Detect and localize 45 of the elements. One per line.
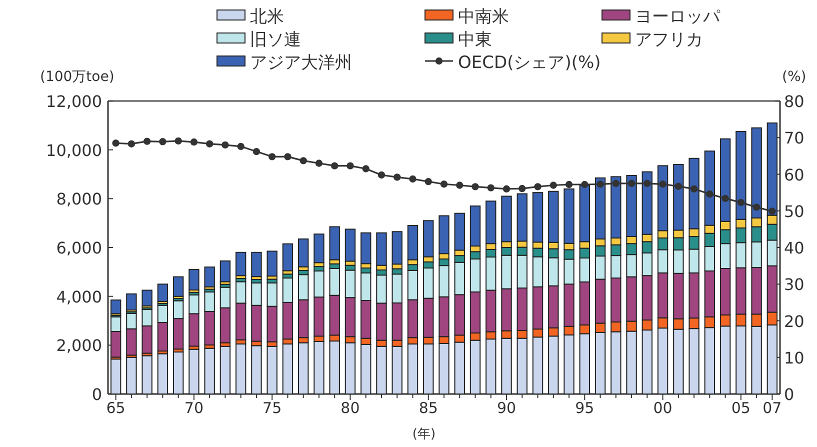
- legend: ヨーロッパ: [602, 7, 720, 27]
- y2-tick-label: 30: [784, 275, 804, 294]
- y-tick-label: 2,000: [56, 336, 102, 356]
- legend-label: OECD(シェア)(%): [458, 53, 601, 73]
- legend-label: アフリカ: [635, 30, 703, 50]
- y2-tick-label: 0: [784, 385, 794, 404]
- y2-tick-label: 50: [784, 202, 804, 221]
- legend: 北米: [216, 7, 284, 27]
- y-tick-label: 10,000: [46, 140, 102, 160]
- legend: 旧ソ連: [216, 30, 301, 50]
- x-tick-label: 85: [418, 399, 438, 417]
- y2-tick-label: 40: [784, 238, 804, 258]
- legend: 中南米: [424, 7, 509, 27]
- y2-tick-label: 10: [784, 348, 804, 368]
- x-tick-label: 00: [653, 399, 672, 417]
- legend: OECD(シェア)(%): [425, 53, 601, 73]
- y2-tick-label: 70: [784, 128, 804, 148]
- y-tick-label: 8,000: [56, 190, 102, 209]
- legend-label: 中東: [458, 30, 492, 50]
- x-tick-label: 65: [106, 399, 126, 417]
- y-axis-title: (100万toe): [40, 69, 114, 85]
- y-tick-label: 4,000: [56, 287, 102, 306]
- legend: アジア大洋州: [216, 53, 352, 73]
- legend: 中東: [424, 30, 492, 50]
- x-axis-title: (年): [412, 427, 436, 442]
- x-tick-label: 90: [496, 399, 516, 417]
- legend: アフリカ: [602, 30, 703, 50]
- x-tick-label: 95: [575, 399, 594, 417]
- legend-label: ヨーロッパ: [635, 7, 721, 27]
- x-tick-label: 80: [340, 399, 360, 417]
- legend-label: 旧ソ連: [250, 30, 301, 50]
- x-tick-label: 05: [731, 399, 750, 417]
- x-tick-label: 70: [184, 399, 204, 417]
- y-tick-label: 0: [92, 385, 102, 404]
- legend-label: 北米: [250, 7, 284, 27]
- y2-tick-label: 80: [784, 92, 804, 111]
- legend-label: 中南米: [458, 7, 509, 27]
- y2-tick-label: 60: [784, 165, 804, 184]
- x-tick-label: 75: [262, 399, 282, 417]
- y-tick-label: 6,000: [56, 238, 102, 258]
- legend-label: アジア大洋州: [250, 53, 352, 73]
- y2-axis-title: (%): [782, 69, 806, 85]
- x-tick-label: 07: [762, 399, 782, 417]
- y-tick-label: 12,000: [46, 92, 102, 111]
- y2-tick-label: 20: [784, 312, 804, 331]
